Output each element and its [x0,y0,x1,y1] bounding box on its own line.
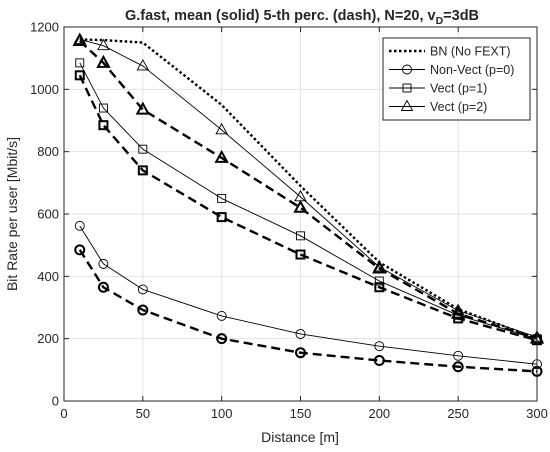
x-tick-label: 0 [60,406,67,421]
title-subscript: D [436,15,444,27]
x-tick-label: 300 [526,406,548,421]
series-line [78,249,538,373]
data-point-circle [216,310,227,321]
data-point-circle [137,284,148,295]
data-point-square [217,193,227,203]
data-point-circle [97,281,109,293]
legend-entry: Non-Vect (p=0) [389,63,514,77]
series-circle-dashed [74,244,543,377]
legend-label: Non-Vect (p=0) [430,63,514,77]
data-point-circle [74,244,86,256]
data-point-square [137,165,148,176]
x-tick-label: 150 [290,406,312,421]
data-point-circle [98,258,109,269]
legend-marker-circle [402,64,412,75]
data-point-triangle [72,32,87,47]
legend-entry: Vect (p=2) [389,99,487,114]
data-point-square [74,70,85,81]
data-point-square [374,282,385,293]
data-point-square [216,212,227,223]
data-point-circle [74,220,85,231]
y-tick-label: 1000 [30,82,59,97]
legend: BN (No FEXT) Non-Vect (p=0) Vect (p=1) Vect… [382,37,531,121]
series-line [78,74,538,342]
data-point-square [296,231,305,241]
legend-label: Vect (p=2) [430,100,487,114]
series-line [78,40,538,340]
series-none-dotted [79,38,538,340]
data-point-circle [137,304,149,316]
data-point-square [295,249,306,260]
data-point-circle [374,341,385,352]
data-point-square [138,144,148,154]
data-point-circle [452,361,464,373]
data-point-triangle [96,54,111,68]
data-point-square [98,120,109,131]
data-point-square [98,103,108,113]
data-point-triangle [215,122,228,135]
axis-ticks: 0 50 100 150 200 250 300 0 200 400 600 800 1000 1200 [30,20,548,422]
y-tick-label: 400 [37,269,59,284]
series-line [79,62,538,340]
series-layer [72,32,545,377]
legend-entry: BN (No FEXT) [389,45,511,59]
data-point-triangle [97,38,110,51]
y-tick-label: 800 [37,144,59,159]
x-axis-label: Distance [m] [261,429,339,445]
series-line [79,39,538,338]
data-point-triangle [214,149,229,163]
legend-label: BN (No FEXT) [430,45,511,59]
series-line [79,38,538,340]
y-tick-label: 200 [37,331,59,346]
data-point-circle [453,350,464,361]
data-point-square [374,276,384,286]
y-tick-label: 0 [52,394,59,409]
data-point-square [75,58,85,68]
legend-marker-square [402,83,412,93]
x-tick-label: 250 [447,406,469,421]
data-point-triangle [293,199,308,213]
data-point-circle [216,333,228,345]
series-line [79,225,538,365]
series-circle-solid [74,220,542,370]
data-point-circle [373,354,385,366]
data-point-circle [295,347,306,359]
title-suffix: =3dB [443,8,479,24]
chart-title: G.fast, mean (solid) 5-th perc. (dash), … [125,8,479,27]
x-tick-label: 200 [368,406,390,421]
title-main: G.fast, mean (solid) 5-th perc. (dash), … [125,8,436,24]
data-point-circle [295,329,306,339]
data-point-triangle [372,260,387,274]
data-point-triangle [135,101,151,115]
y-axis-label: Bit Rate per user [Mbit/s] [4,137,20,291]
legend-label: Vect (p=1) [430,82,487,96]
y-tick-label: 600 [37,207,59,222]
x-tick-label: 50 [136,406,150,421]
legend-entry: Vect (p=1) [389,82,487,96]
x-tick-label: 100 [211,406,233,421]
legend-marker-triangle [400,99,414,111]
series-triangle-dashed [72,32,545,344]
y-tick-label: 1200 [30,20,59,35]
data-point-square [453,313,464,324]
data-point-triangle [136,59,150,71]
